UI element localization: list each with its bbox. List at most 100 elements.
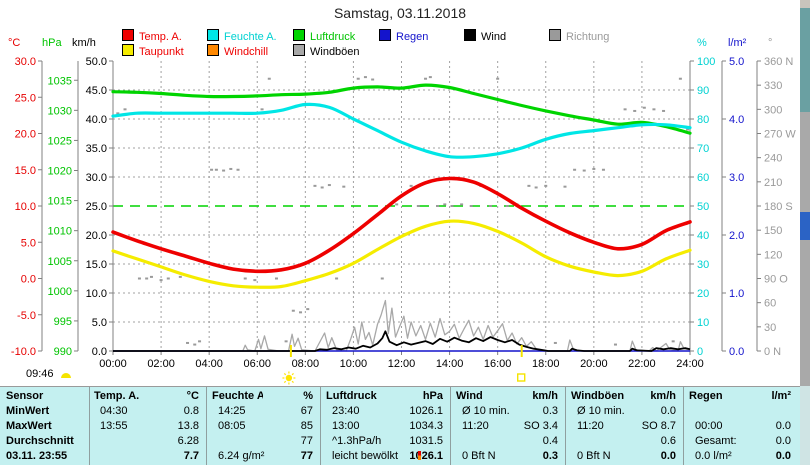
svg-text:120: 120 [764, 249, 782, 261]
series-Windböen [113, 299, 691, 352]
series-Temp. A. [111, 176, 692, 274]
legend-swatch-icon [293, 44, 305, 56]
table-value: SO 8.7 [641, 420, 676, 432]
legend-item-Feuchte A.: Feuchte A. [207, 29, 277, 43]
svg-text:10:00: 10:00 [340, 358, 368, 370]
unit-label-°: ° [768, 37, 773, 49]
svg-text:50: 50 [697, 201, 709, 213]
table-value-time: 0 Bft N [462, 450, 496, 462]
sunrise-tick [289, 345, 292, 357]
table-value: 0.0 [775, 450, 791, 462]
table-value: 0.3 [542, 450, 558, 462]
svg-text:210: 210 [764, 177, 782, 189]
window-sliver-segment [800, 212, 810, 240]
svg-text:0: 0 [697, 346, 703, 358]
svg-text:300: 300 [764, 104, 782, 116]
svg-text:22:00: 22:00 [628, 358, 656, 370]
table-value: 0.0 [660, 405, 676, 417]
svg-text:1020: 1020 [48, 166, 72, 178]
table-header-Windböen: Windböen [571, 390, 625, 402]
direction_deg-axis: 0 N 30 60 90 O 120 150 180 S 210 240 270 W 300 330 3… [756, 56, 796, 358]
svg-text:-5.0: -5.0 [17, 310, 36, 322]
sun-icon [282, 371, 296, 385]
svg-text:1025: 1025 [48, 135, 72, 147]
table-row-label: Durchschnitt [6, 435, 74, 447]
legend-swatch-icon [379, 29, 391, 41]
table-value: 77 [300, 450, 313, 462]
legend-swatch-icon [207, 29, 219, 41]
legend-label: Temp. A. [139, 31, 182, 43]
table-value-time: 11:20 [577, 420, 604, 432]
table-header-sensor: Sensor [6, 390, 44, 402]
svg-text:08:00: 08:00 [292, 358, 320, 370]
svg-text:20: 20 [697, 288, 709, 300]
legend-swatch-icon [122, 44, 134, 56]
svg-text:20.0: 20.0 [15, 129, 36, 141]
table-value: 0.4 [542, 435, 558, 447]
table-value-time: Ø 10 min. [577, 405, 625, 417]
legend-item-Luftdruck: Luftdruck [293, 29, 355, 43]
table-separator [565, 387, 566, 465]
svg-text:330: 330 [764, 80, 782, 92]
legend-label: Wind [481, 31, 507, 43]
table-value-time: 11:20 [462, 420, 489, 432]
table-value: 6.28 [177, 435, 199, 447]
unit-label-l/m²: l/m² [728, 37, 747, 49]
legend-label: Windböen [310, 46, 360, 58]
table-value-time: Ø 10 min. [462, 405, 510, 417]
svg-text:30: 30 [764, 322, 776, 334]
svg-text:240: 240 [764, 153, 782, 165]
svg-text:-10.0: -10.0 [11, 346, 36, 358]
svg-text:00:00: 00:00 [99, 358, 127, 370]
svg-text:10: 10 [697, 317, 709, 329]
table-separator [450, 387, 451, 465]
legend-item-Regen: Regen [379, 29, 428, 43]
legend-item-Windböen: Windböen [293, 44, 360, 58]
table-value: 0.0 [660, 450, 676, 462]
table-value-time: leicht bewölkt [332, 450, 399, 462]
legend-label: Richtung [566, 31, 610, 43]
table-value: 1034.3 [409, 420, 443, 432]
table-value-time: 04:30 [100, 405, 128, 417]
svg-text:90: 90 [697, 85, 709, 97]
svg-text:5.0: 5.0 [729, 56, 744, 68]
table-row-label: 03.11. 23:55 [6, 450, 68, 462]
svg-text:1035: 1035 [48, 75, 72, 87]
svg-text:990: 990 [54, 346, 72, 358]
svg-text:4.0: 4.0 [729, 114, 744, 126]
svg-text:150: 150 [764, 225, 782, 237]
svg-text:0.0: 0.0 [729, 346, 744, 358]
table-value: 1031.5 [409, 435, 443, 447]
legend-item-Taupunkt: Taupunkt [122, 44, 184, 58]
table-value: 0.0 [775, 420, 791, 432]
svg-text:1005: 1005 [48, 256, 72, 268]
table-header-Wind: Wind [456, 390, 483, 402]
unit-label-hPa: hPa [42, 37, 62, 49]
svg-text:12:00: 12:00 [388, 358, 416, 370]
series-Feuchte A. [111, 102, 692, 159]
svg-text:24:00: 24:00 [676, 358, 704, 370]
svg-text:2.0: 2.0 [729, 230, 744, 242]
table-row-label: MinWert [6, 405, 50, 417]
table-header-Luftdruck: Luftdruck [326, 390, 377, 402]
svg-text:35.0: 35.0 [86, 143, 107, 155]
svg-text:30.0: 30.0 [86, 172, 107, 184]
background-window-sliver [800, 0, 810, 465]
svg-text:1030: 1030 [48, 105, 72, 117]
table-value-time: 6.24 g/m² [218, 450, 265, 462]
time-axis: 00:00 02:00 04:00 06:00 08:00 10:00 12:00 14:00… [99, 350, 704, 370]
unit-label-km/h: km/h [72, 37, 96, 49]
unit-label-°C: °C [8, 37, 21, 49]
legend-swatch-icon [464, 29, 476, 41]
table-separator [320, 387, 321, 465]
moonrise-time: 09:46 [26, 368, 72, 380]
svg-text:360 N: 360 N [764, 56, 793, 68]
table-value: 13.8 [177, 420, 199, 432]
rain_lm2-axis: 0.0 1.0 2.0 3.0 4.0 5.0 [721, 56, 744, 358]
svg-text:80: 80 [697, 114, 709, 126]
svg-text:06:00: 06:00 [243, 358, 271, 370]
table-value-time: ^1.3hPa/h [332, 435, 382, 447]
pressure_hpa-axis: 990 995 1000 1005 1010 1015 1020 1025 1030 1035 [48, 61, 79, 358]
table-value-time: 0 Bft N [577, 450, 611, 462]
